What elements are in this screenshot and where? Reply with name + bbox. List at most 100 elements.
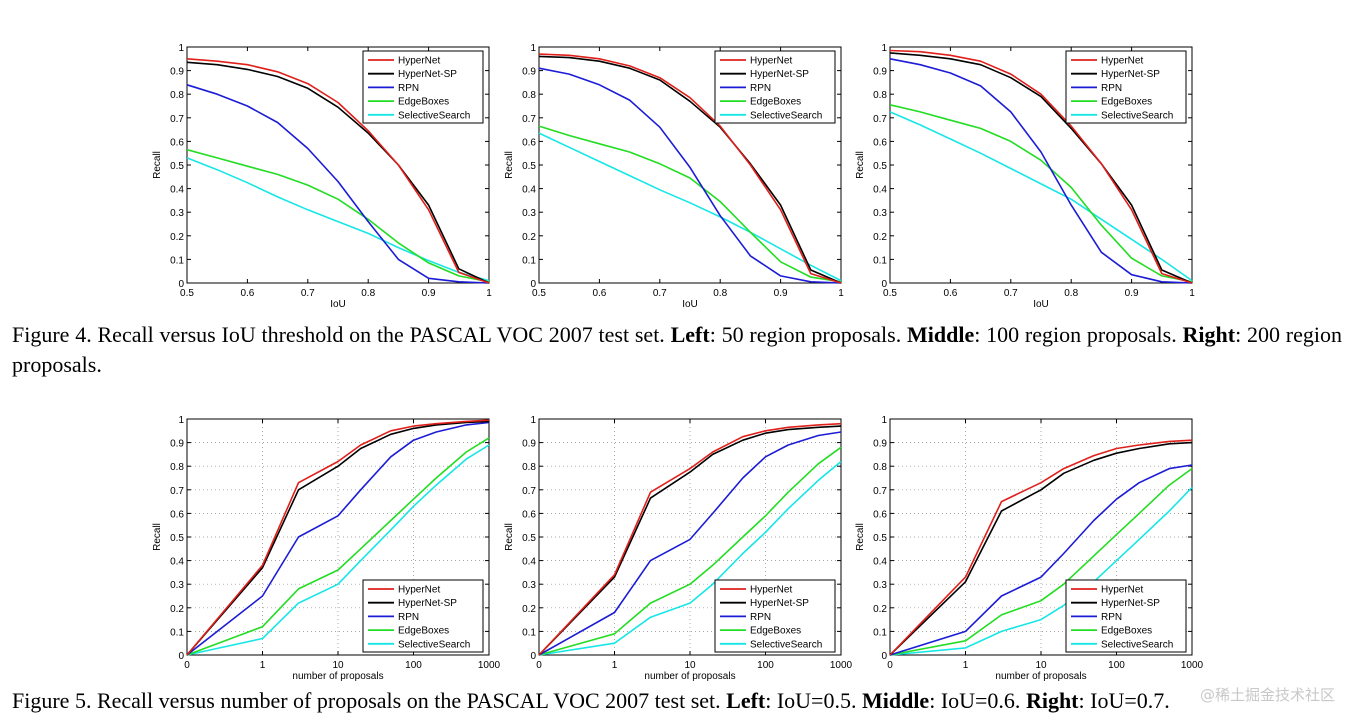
x-tick-label: 0.7 [653, 288, 667, 299]
x-tick-label: 0.7 [1004, 288, 1018, 299]
x-tick-label: 0.9 [422, 288, 436, 299]
x-tick-label: 1000 [1181, 660, 1204, 671]
y-axis-label: Recall [504, 151, 515, 179]
x-tick-label: 1000 [830, 660, 853, 671]
legend-label-hypernet: HyperNet [750, 56, 792, 67]
legend-label-hypernet: HyperNet [750, 585, 792, 596]
figure4-caption: Figure 4. Recall versus IoU threshold on… [12, 320, 1342, 380]
x-tick-label: 100 [405, 660, 422, 671]
y-tick-label: 0.1 [522, 627, 536, 638]
y-axis-label: Recall [504, 523, 515, 551]
y-tick-label: 0.7 [873, 114, 887, 125]
legend: HyperNet HyperNet-SP RPN EdgeBoxes Selective… [714, 579, 836, 653]
y-tick-label: 0.2 [522, 604, 536, 615]
figure5-caption-middle-label: Middle [861, 688, 930, 713]
x-tick-label: 100 [1108, 660, 1125, 671]
series-line-selectivesearch [889, 111, 1193, 282]
x-tick-label: 100 [757, 660, 774, 671]
watermark: @稀土掘金技术社区 [1199, 686, 1335, 704]
y-axis-label: Recall [855, 151, 866, 179]
legend-label-rpn: RPN [1101, 83, 1122, 94]
series-line-hypernet [538, 53, 842, 284]
x-tick-label: 0.5 [532, 288, 546, 299]
figure4-caption-middle-text: : 100 region proposals. [974, 322, 1177, 347]
series-line-hypernet [538, 422, 842, 656]
y-tick-label: 0.9 [873, 439, 887, 450]
legend-label-rpn: RPN [398, 612, 419, 623]
legend-label-hypernet: HyperNet [1101, 56, 1143, 67]
series-line-selectivesearch [538, 460, 842, 656]
x-tick-label: 1 [260, 660, 266, 671]
y-tick-label: 0.1 [170, 255, 184, 266]
figure5-caption: Figure 5. Recall versus number of propos… [12, 686, 1342, 716]
figure4-caption-prefix: Figure 4. Recall versus IoU threshold on… [12, 322, 665, 347]
y-axis-label: Recall [152, 523, 163, 551]
y-tick-label: 0.6 [873, 509, 887, 520]
figure4-caption-right-label: Right [1182, 322, 1236, 347]
series-line-hypernet-sp [889, 52, 1193, 284]
legend-label-edgeboxes: EdgeBoxes [750, 97, 801, 108]
y-tick-label: 0.2 [873, 604, 887, 615]
y-tick-label: 0.9 [873, 67, 887, 78]
x-tick-label: 1 [963, 660, 969, 671]
legend: HyperNet HyperNet-SP RPN EdgeBoxes Selective… [1065, 579, 1187, 653]
figure4-caption-right-text: : 200 region proposals. [12, 322, 1342, 377]
y-tick-label: 0.6 [522, 137, 536, 148]
legend-label-selectivesearch: SelectiveSearch [750, 110, 822, 121]
x-tick-label: 0.8 [361, 288, 375, 299]
series-line-hypernet-sp [186, 61, 490, 284]
legend-label-edgeboxes: EdgeBoxes [398, 626, 449, 637]
y-tick-label: 0.2 [170, 604, 184, 615]
x-tick-label: 0.6 [240, 288, 254, 299]
series-line-hypernet [889, 49, 1193, 284]
y-tick-label: 0.9 [170, 439, 184, 450]
x-tick-label: 0.6 [943, 288, 957, 299]
figure4-caption-left-text: : 50 region proposals. [709, 322, 902, 347]
y-tick-label: 0 [178, 651, 184, 662]
x-tick-label: 1 [1189, 288, 1195, 299]
y-axis-label: Recall [152, 151, 163, 179]
figure5-caption-right-label: Right [1025, 688, 1079, 713]
y-tick-label: 0.6 [873, 137, 887, 148]
figure4-caption-middle-label: Middle [907, 322, 975, 347]
legend-label-selectivesearch: SelectiveSearch [398, 110, 470, 121]
fig4-left-chart: 0 0.1 0.2 0.3 0.4 0.5 0.6 0.7 0.8 0.9 1 0.5 0.6 0.7 0.… [152, 43, 492, 310]
y-tick-label: 0.6 [522, 509, 536, 520]
series-line-hypernet-sp [186, 420, 490, 656]
y-tick-label: 0.4 [170, 557, 184, 568]
y-tick-label: 0.8 [170, 90, 184, 101]
figure5-caption-prefix: Figure 5. Recall versus number of propos… [12, 688, 721, 713]
x-axis-label: IoU [682, 299, 698, 310]
x-tick-label: 0.7 [301, 288, 315, 299]
y-tick-label: 0 [530, 279, 536, 290]
y-tick-label: 0 [178, 279, 184, 290]
series-line-rpn [186, 421, 490, 656]
figure5-caption-left-text: : IoU=0.5. [765, 688, 857, 713]
legend-label-rpn: RPN [398, 83, 419, 94]
x-tick-label: 0.5 [883, 288, 897, 299]
fig4-middle-chart: 0 0.1 0.2 0.3 0.4 0.5 0.6 0.7 0.8 0.9 1 0.5 0.6 0.7 0.… [504, 43, 844, 310]
legend-label-edgeboxes: EdgeBoxes [1101, 626, 1152, 637]
legend-label-rpn: RPN [750, 612, 771, 623]
series-line-hypernet [186, 419, 490, 656]
y-tick-label: 0.8 [873, 462, 887, 473]
figure5-caption-right-text: : IoU=0.7. [1078, 688, 1170, 713]
y-tick-label: 0.8 [873, 90, 887, 101]
legend-label-hypernet: HyperNet [398, 585, 440, 596]
y-tick-label: 0.6 [170, 137, 184, 148]
series-line-edgeboxes [889, 467, 1193, 656]
figure4-caption-left-label: Left [670, 322, 710, 347]
series-line-rpn [186, 84, 490, 284]
x-tick-label: 0.9 [1125, 288, 1139, 299]
y-tick-label: 0.5 [522, 533, 536, 544]
x-tick-label: 0.8 [1064, 288, 1078, 299]
legend-label-hypernet-sp: HyperNet-SP [1101, 69, 1160, 80]
y-tick-label: 0.7 [873, 486, 887, 497]
legend-label-edgeboxes: EdgeBoxes [1101, 97, 1152, 108]
y-tick-label: 0.2 [873, 232, 887, 243]
legend-label-hypernet-sp: HyperNet-SP [1101, 598, 1160, 609]
legend: HyperNet HyperNet-SP RPN EdgeBoxes Selective… [362, 579, 484, 653]
legend-label-hypernet: HyperNet [1101, 585, 1143, 596]
y-tick-label: 0.2 [522, 232, 536, 243]
y-tick-label: 0.7 [170, 114, 184, 125]
